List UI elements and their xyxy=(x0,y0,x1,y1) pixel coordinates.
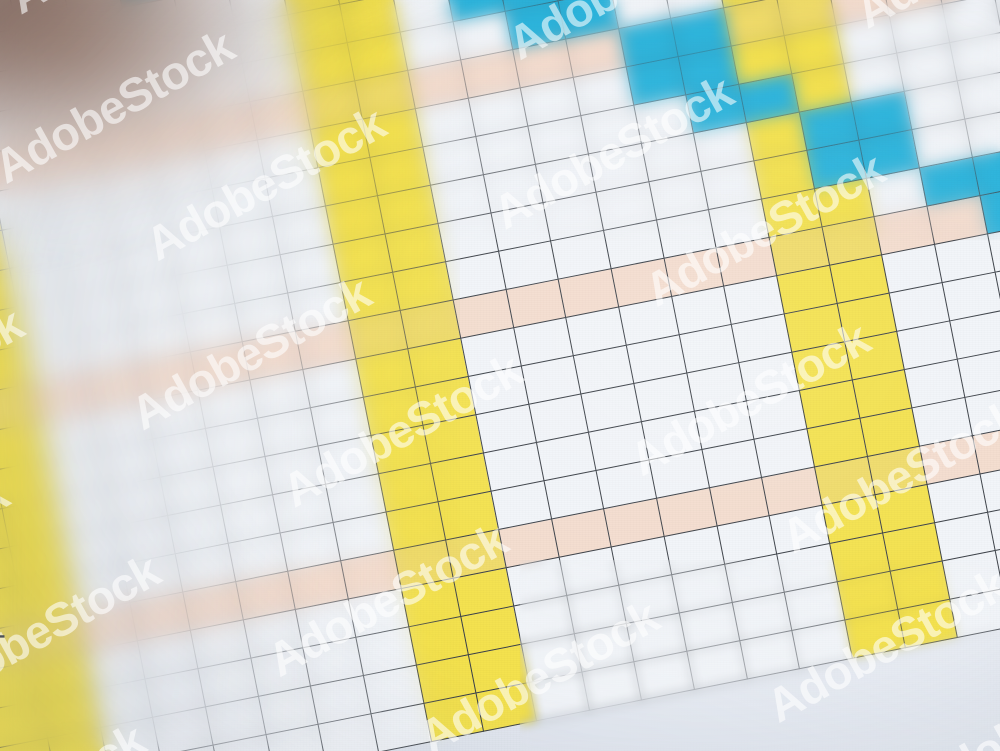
gantt-grid: PROJECT SCHEDULE xyxy=(0,0,1000,751)
printed-schedule-table: PROJECT SCHEDULE xyxy=(0,0,1000,751)
photograph-canvas: PROJECT SCHEDULE AdobeStockAdobeStockAdo… xyxy=(0,0,1000,751)
